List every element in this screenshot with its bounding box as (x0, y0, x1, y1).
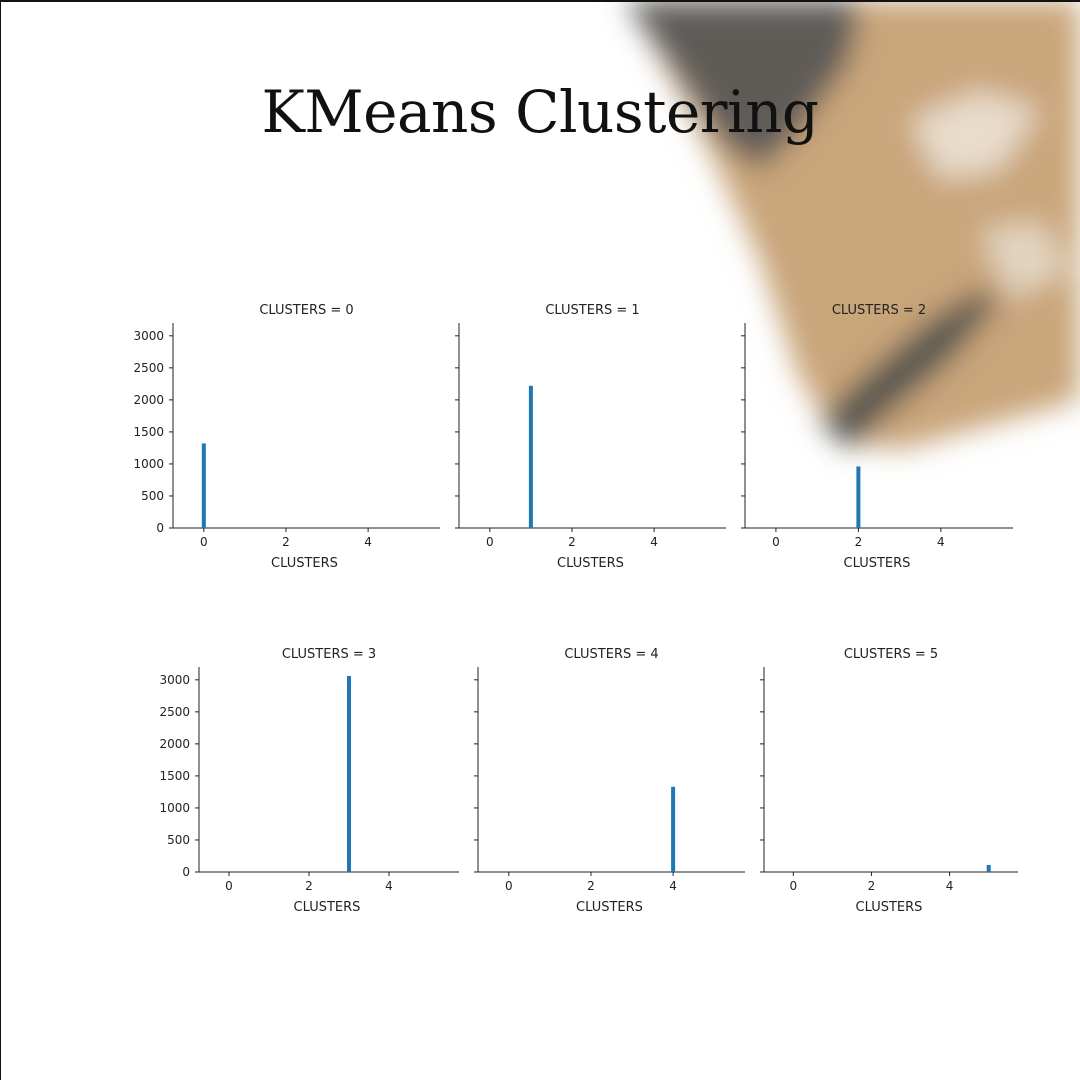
y-tick-label: 0 (156, 521, 164, 535)
y-tick-label: 1000 (159, 801, 190, 815)
facet-title: CLUSTERS = 4 (564, 647, 658, 662)
x-tick-label: 4 (364, 535, 372, 549)
y-tick-label: 2000 (133, 393, 164, 407)
facet-panel-3: CLUSTERS = 3 0 500 1000 1500 2000 2500 3000 0 2 4 C… (159, 647, 459, 915)
facet-title: CLUSTERS = 0 (259, 303, 353, 318)
x-tick-label: 2 (568, 535, 576, 549)
slide-title: KMeans Clustering (261, 78, 819, 146)
y-tick-label: 2500 (159, 705, 190, 719)
x-tick-label: 0 (486, 535, 494, 549)
facet-title: CLUSTERS = 3 (282, 647, 376, 662)
bar-cluster-4 (671, 786, 676, 872)
left-border (0, 0, 1, 1080)
y-tick-label: 1000 (133, 457, 164, 471)
bar-cluster-3 (347, 675, 351, 872)
photo-dark-region (625, 0, 860, 170)
y-tick-label: 1500 (133, 425, 164, 439)
x-axis-label: CLUSTERS (557, 556, 624, 571)
bar-cluster-1 (528, 385, 533, 528)
x-axis-label: CLUSTERS (294, 900, 361, 915)
x-tick-label: 4 (946, 879, 954, 893)
x-tick-label: 0 (789, 879, 797, 893)
photo-light-spot-2 (980, 220, 1070, 300)
x-tick-label: 2 (305, 879, 313, 893)
x-tick-label: 4 (385, 879, 393, 893)
x-tick-label: 2 (855, 535, 863, 549)
facet-panel-5: CLUSTERS = 5 0 2 4 CLUSTERS (760, 647, 1018, 915)
x-tick-label: 0 (505, 879, 513, 893)
bar-cluster-2 (856, 466, 861, 528)
x-tick-label: 2 (868, 879, 876, 893)
photo-light-spot (910, 90, 1040, 180)
facet-panel-1: CLUSTERS = 1 0 2 4 CLUSTERS (455, 303, 726, 571)
x-axis-label: CLUSTERS (856, 900, 923, 915)
y-tick-label: 500 (141, 489, 164, 503)
x-tick-label: 4 (669, 879, 677, 893)
y-tick-label: 500 (167, 833, 190, 847)
x-axis-label: CLUSTERS (271, 556, 338, 571)
top-border (0, 0, 1080, 2)
x-tick-label: 2 (282, 535, 290, 549)
x-axis-label: CLUSTERS (576, 900, 643, 915)
facet-panel-2: CLUSTERS = 2 0 2 4 CLUSTERS (741, 303, 1013, 571)
photo-dark-band (820, 290, 1000, 450)
x-tick-label: 4 (650, 535, 658, 549)
facet-title: CLUSTERS = 5 (844, 647, 938, 662)
y-tick-label: 3000 (133, 329, 164, 343)
x-tick-label: 0 (772, 535, 780, 549)
y-tick-label: 2500 (133, 361, 164, 375)
facet-title: CLUSTERS = 2 (832, 303, 926, 318)
x-tick-label: 0 (200, 535, 208, 549)
y-tick-label: 2000 (159, 737, 190, 751)
x-tick-label: 0 (225, 879, 233, 893)
bar-cluster-0 (201, 443, 206, 528)
x-tick-label: 2 (587, 879, 595, 893)
facet-title: CLUSTERS = 1 (545, 303, 639, 318)
y-tick-label: 0 (182, 865, 190, 879)
y-tick-label: 3000 (159, 673, 190, 687)
y-tick-label: 1500 (159, 769, 190, 783)
facet-panel-4: CLUSTERS = 4 0 2 4 CLUSTERS (474, 647, 745, 915)
bar-cluster-5 (986, 864, 991, 872)
facet-panel-0: CLUSTERS = 0 0 500 1000 1500 2000 2500 3000 0 2 4 C… (133, 303, 440, 571)
x-tick-label: 4 (937, 535, 945, 549)
x-axis-label: CLUSTERS (844, 556, 911, 571)
